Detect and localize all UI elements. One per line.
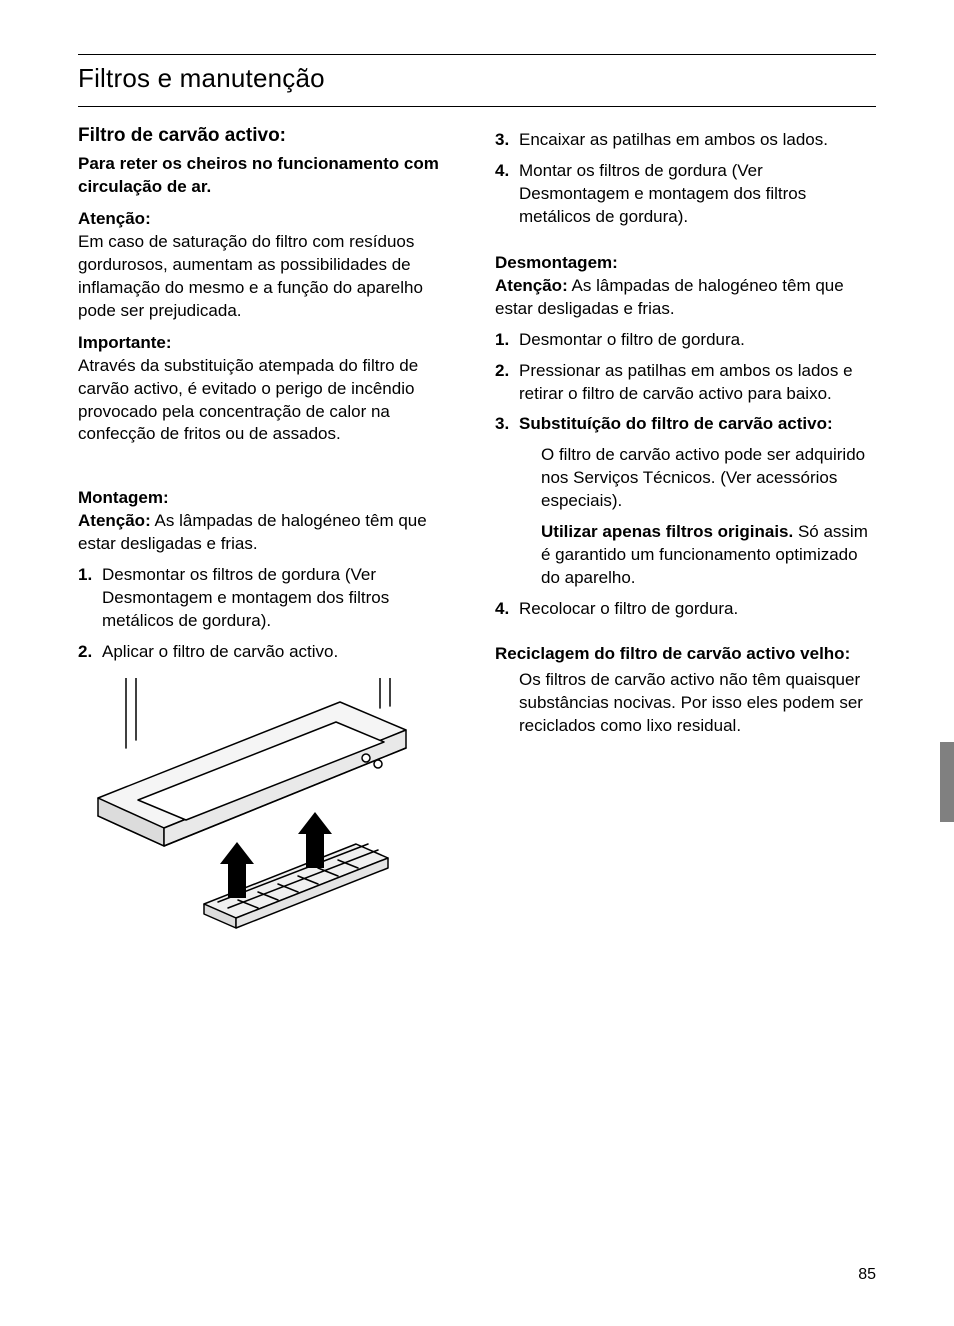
mount-step-1: 1.Desmontar os filtros de gordura (Ver D… [78, 564, 459, 633]
dismount-warning: Atenção: As lâmpadas de halogéneo têm qu… [495, 275, 876, 321]
attention-label: Atenção: [78, 209, 459, 229]
rule-bottom [78, 106, 876, 107]
right-column: 3.Encaixar as patilhas em ambos os lados… [495, 125, 876, 963]
page-title: Filtros e manutenção [78, 61, 876, 98]
dism-step-4: 4.Recolocar o filtro de gordura. [495, 598, 876, 621]
important-label: Importante: [78, 333, 459, 353]
recycling-label: Reciclagem do filtro de carvão activo ve… [495, 643, 876, 665]
dismount-label: Desmontagem: [495, 253, 876, 273]
mounting-label: Montagem: [78, 488, 459, 508]
dismount-warn-lead: Atenção: [495, 276, 568, 295]
dismount-steps: 1.Desmontar o filtro de gordura. 2.Press… [495, 329, 876, 437]
page-number: 85 [858, 1266, 876, 1284]
side-tab [940, 742, 954, 822]
dism-step-3-p1: O filtro de carvão activo pode ser adqui… [495, 444, 876, 513]
mounting-steps: 1.Desmontar os filtros de gordura (Ver D… [78, 564, 459, 664]
filter-heading: Filtro de carvão activo: [78, 125, 459, 147]
filter-diagram [78, 678, 418, 958]
important-text: Através da substituição atempada do filt… [78, 355, 459, 447]
dism-step-3: 3.Substituíção do filtro de carvão activ… [495, 413, 876, 436]
dism-step-2: 2.Pressionar as patilhas em ambos os lad… [495, 360, 876, 406]
mount-step-3: 3.Encaixar as patilhas em ambos os lados… [495, 129, 876, 152]
mounting-steps-cont: 3.Encaixar as patilhas em ambos os lados… [495, 129, 876, 229]
mount-step-2: 2.Aplicar o filtro de carvão activo. [78, 641, 459, 664]
dism-step-1: 1.Desmontar o filtro de gordura. [495, 329, 876, 352]
rule-top [78, 54, 876, 55]
mounting-warn-lead: Atenção: [78, 511, 151, 530]
dism-step-3-p2: Utilizar apenas filtros originais. Só as… [495, 521, 876, 590]
mount-step-4: 4.Montar os filtros de gordura (Ver Desm… [495, 160, 876, 229]
attention-text: Em caso de saturação do filtro com resíd… [78, 231, 459, 323]
recycling-text: Os filtros de carvão activo não têm quai… [495, 669, 876, 738]
dismount-steps-2: 4.Recolocar o filtro de gordura. [495, 598, 876, 621]
filter-subheading: Para reter os cheiros no funcionamento c… [78, 153, 459, 199]
content-columns: Filtro de carvão activo: Para reter os c… [78, 125, 876, 963]
left-column: Filtro de carvão activo: Para reter os c… [78, 125, 459, 963]
mounting-warning: Atenção: As lâmpadas de halogéneo têm qu… [78, 510, 459, 556]
